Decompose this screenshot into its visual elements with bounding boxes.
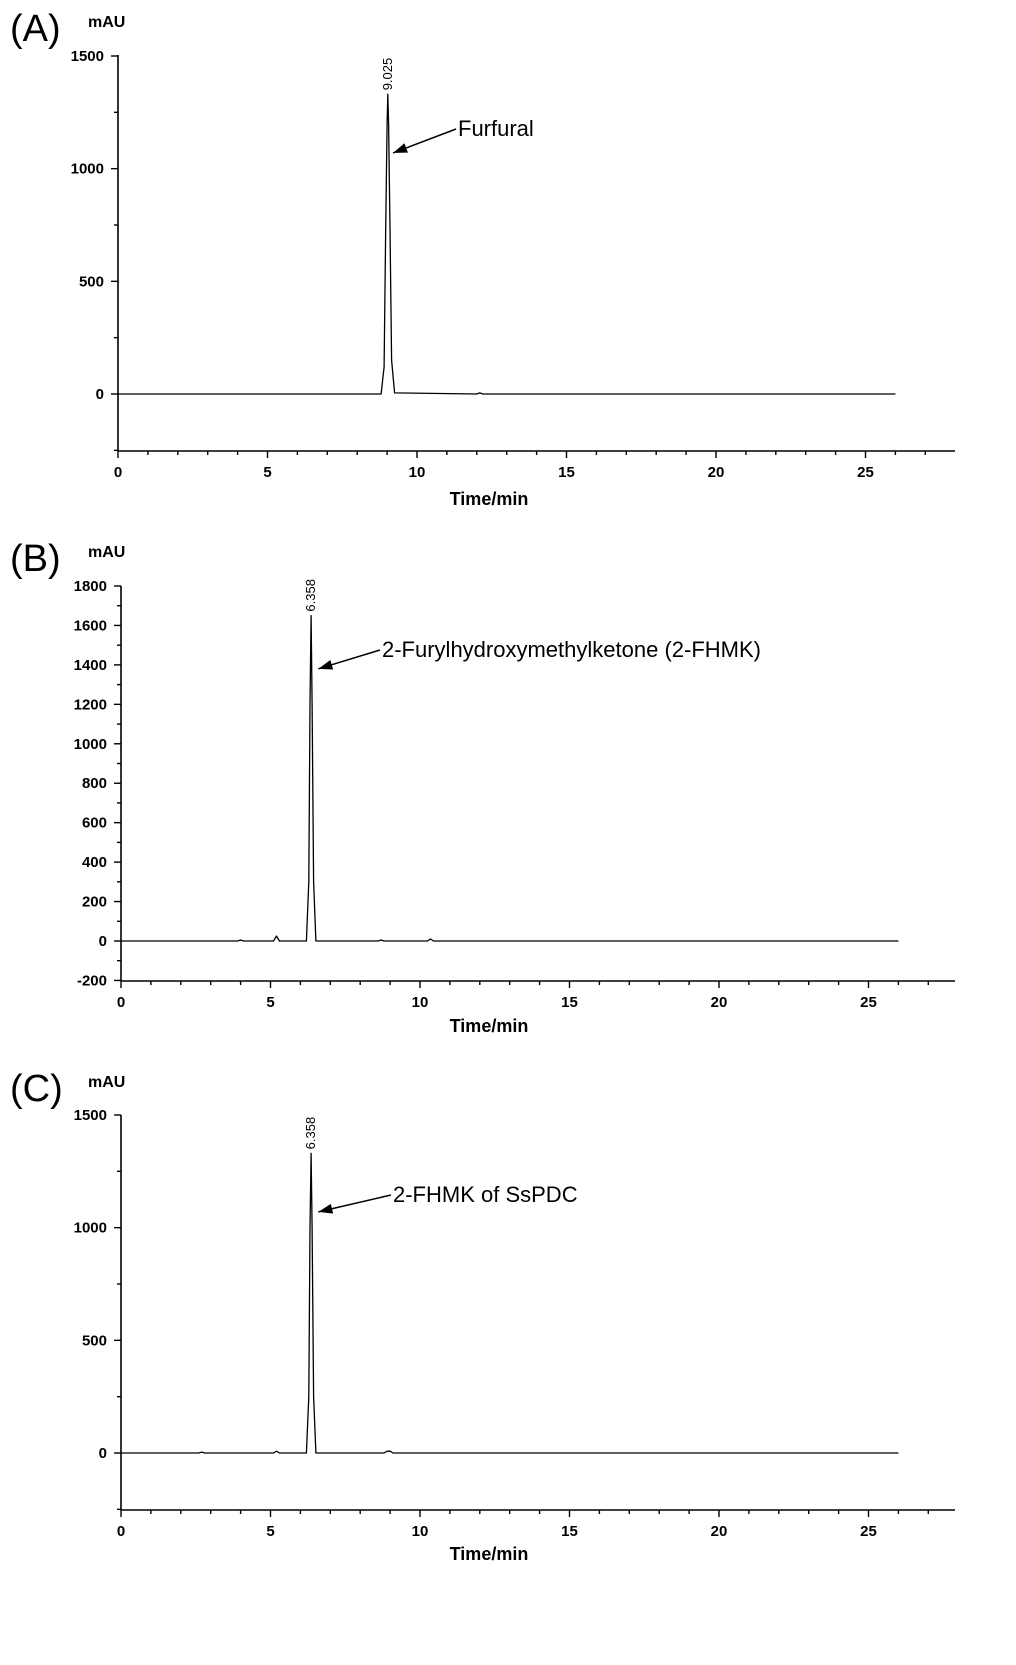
annotation-arrow-head xyxy=(318,1203,334,1214)
x-tick-label: 20 xyxy=(711,1523,728,1540)
y-axis-label: mAU xyxy=(88,14,126,31)
chromatogram-trace xyxy=(121,1152,899,1454)
chromatogram-panel-a: (A) mAU 0 5 10 15 20 25 0 500 1000 1500 9.025 Time… xyxy=(0,0,1016,560)
chart-svg: 0 5 10 15 20 25 0 500 1000 1500 6.358 xyxy=(74,1107,955,1540)
peak-retention-label: 6.358 xyxy=(303,1117,318,1150)
panel-label: (C) xyxy=(10,1068,63,1110)
x-tick-label: 15 xyxy=(561,1523,578,1540)
y-tick-label: 1000 xyxy=(74,736,107,753)
y-tick-label: 200 xyxy=(82,894,107,911)
y-tick-label: 600 xyxy=(82,815,107,832)
x-tick-label: 20 xyxy=(711,994,728,1011)
y-tick-label: 1500 xyxy=(71,48,104,65)
x-tick-label: 25 xyxy=(860,994,877,1011)
chromatogram-panel-b: (B) mAU 0 5 10 15 20 25 -200 0 200 400 600 800 1000 1… xyxy=(0,530,1016,1090)
x-tick-label: 20 xyxy=(708,464,725,481)
y-axis-label: mAU xyxy=(88,1074,126,1091)
x-tick-label: 10 xyxy=(412,994,429,1011)
y-tick-label: 1500 xyxy=(74,1107,107,1124)
annotation-arrow-head xyxy=(318,659,334,670)
x-tick-label: 15 xyxy=(558,464,575,481)
x-tick-label: 5 xyxy=(263,464,271,481)
panel-label: (A) xyxy=(10,8,61,50)
y-axis-label: mAU xyxy=(88,544,126,561)
x-axis-label: Time/min xyxy=(449,489,529,509)
y-tick-label: 0 xyxy=(99,933,107,950)
y-tick-label: 800 xyxy=(82,775,107,792)
y-tick-label: 1600 xyxy=(74,617,107,634)
x-tick-label: 25 xyxy=(860,1523,877,1540)
x-tick-label: 0 xyxy=(117,1523,125,1540)
panel-label: (B) xyxy=(10,538,61,580)
chromatogram-trace xyxy=(121,614,899,942)
peak-annotation: Furfural xyxy=(458,116,534,141)
y-tick-label: 1800 xyxy=(74,578,107,595)
chromatogram-panel-c: (C) mAU 0 5 10 15 20 25 0 500 1000 1500 6.358 Time… xyxy=(0,1060,1016,1620)
peak-retention-label: 9.025 xyxy=(380,58,395,91)
peak-annotation: 2-FHMK of SsPDC xyxy=(393,1182,578,1207)
chromatogram-trace xyxy=(118,93,896,395)
y-tick-label: 1000 xyxy=(71,161,104,178)
x-tick-label: 0 xyxy=(117,994,125,1011)
x-axis-label: Time/min xyxy=(449,1544,529,1564)
x-tick-label: 25 xyxy=(857,464,874,481)
x-tick-label: 15 xyxy=(561,994,578,1011)
y-tick-label: 400 xyxy=(82,854,107,871)
y-tick-label: 500 xyxy=(82,1332,107,1349)
y-tick-label: -200 xyxy=(77,972,107,989)
y-tick-label: 0 xyxy=(99,1445,107,1462)
x-axis-label: Time/min xyxy=(449,1016,529,1036)
x-tick-label: 0 xyxy=(114,464,122,481)
peak-annotation: 2-Furylhydroxymethylketone (2-FHMK) xyxy=(382,637,761,662)
x-tick-label: 10 xyxy=(412,1523,429,1540)
peak-retention-label: 6.358 xyxy=(303,579,318,612)
y-tick-label: 500 xyxy=(79,273,104,290)
y-tick-label: 1000 xyxy=(74,1220,107,1237)
y-tick-label: 0 xyxy=(96,386,104,403)
x-tick-label: 10 xyxy=(409,464,426,481)
y-tick-label: 1200 xyxy=(74,696,107,713)
x-tick-label: 5 xyxy=(266,994,274,1011)
annotation-arrow-head xyxy=(393,143,408,153)
chart-svg: 0 5 10 15 20 25 0 500 1000 1500 9.025 xyxy=(71,48,955,481)
y-tick-label: 1400 xyxy=(74,657,107,674)
chart-svg: 0 5 10 15 20 25 -200 0 200 400 600 800 1000 1200 1400 1… xyxy=(74,578,955,1011)
x-tick-label: 5 xyxy=(266,1523,274,1540)
